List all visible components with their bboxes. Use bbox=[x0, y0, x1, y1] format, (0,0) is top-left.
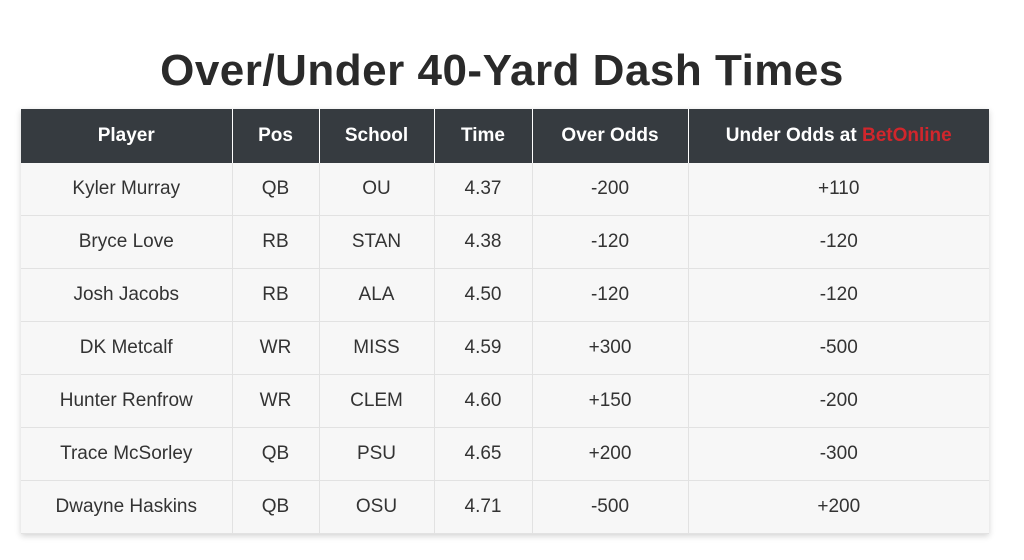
betonline-link[interactable]: BetOnline bbox=[861, 125, 952, 146]
cell-under-odds: -120 bbox=[688, 215, 989, 269]
cell-over-odds: -500 bbox=[532, 480, 689, 534]
cell-under-odds: -120 bbox=[688, 268, 989, 322]
cell-school: CLEM bbox=[319, 374, 435, 428]
table-row: Kyler Murray QB OU 4.37 -200 +110 bbox=[21, 163, 989, 216]
header-time: Time bbox=[434, 109, 533, 163]
header-over-odds: Over Odds bbox=[532, 109, 689, 163]
cell-pos: QB bbox=[232, 163, 320, 216]
cell-over-odds: +150 bbox=[532, 374, 689, 428]
cell-over-odds: -120 bbox=[532, 215, 689, 269]
cell-school: STAN bbox=[319, 215, 435, 269]
header-player: Player bbox=[21, 109, 233, 163]
cell-player: Josh Jacobs bbox=[21, 268, 233, 322]
cell-time: 4.50 bbox=[434, 268, 533, 322]
cell-player: DK Metcalf bbox=[21, 321, 233, 375]
cell-school: PSU bbox=[319, 427, 435, 481]
table-row: Hunter Renfrow WR CLEM 4.60 +150 -200 bbox=[21, 374, 989, 428]
cell-player: Trace McSorley bbox=[21, 427, 233, 481]
cell-under-odds: -300 bbox=[688, 427, 989, 481]
cell-time: 4.37 bbox=[434, 163, 533, 216]
cell-school: MISS bbox=[319, 321, 435, 375]
cell-pos: QB bbox=[232, 480, 320, 534]
header-under-odds-prefix: Under Odds at bbox=[725, 125, 862, 146]
header-under-odds: Under Odds at BetOnline bbox=[688, 109, 989, 163]
cell-pos: RB bbox=[232, 215, 320, 269]
table-row: Trace McSorley QB PSU 4.65 +200 -300 bbox=[21, 427, 989, 481]
table-body: Kyler Murray QB OU 4.37 -200 +110 Bryce … bbox=[21, 163, 989, 534]
cell-pos: RB bbox=[232, 268, 320, 322]
odds-table-container: Player Pos School Time Over Odds Under O… bbox=[21, 109, 989, 534]
cell-pos: QB bbox=[232, 427, 320, 481]
cell-over-odds: +200 bbox=[532, 427, 689, 481]
table-row: Dwayne Haskins QB OSU 4.71 -500 +200 bbox=[21, 480, 989, 534]
table-row: Josh Jacobs RB ALA 4.50 -120 -120 bbox=[21, 268, 989, 322]
cell-under-odds: -500 bbox=[688, 321, 989, 375]
cell-under-odds: -200 bbox=[688, 374, 989, 428]
cell-time: 4.59 bbox=[434, 321, 533, 375]
cell-over-odds: +300 bbox=[532, 321, 689, 375]
table-header: Player Pos School Time Over Odds Under O… bbox=[21, 109, 989, 163]
header-row: Player Pos School Time Over Odds Under O… bbox=[21, 109, 989, 163]
cell-under-odds: +200 bbox=[688, 480, 989, 534]
cell-school: ALA bbox=[319, 268, 435, 322]
header-school: School bbox=[319, 109, 435, 163]
table-row: DK Metcalf WR MISS 4.59 +300 -500 bbox=[21, 321, 989, 375]
cell-player: Kyler Murray bbox=[21, 163, 233, 216]
cell-over-odds: -200 bbox=[532, 163, 689, 216]
cell-player: Hunter Renfrow bbox=[21, 374, 233, 428]
table-row: Bryce Love RB STAN 4.38 -120 -120 bbox=[21, 215, 989, 269]
page-title: Over/Under 40-Yard Dash Times bbox=[160, 46, 844, 96]
cell-player: Dwayne Haskins bbox=[21, 480, 233, 534]
cell-time: 4.38 bbox=[434, 215, 533, 269]
cell-pos: WR bbox=[232, 321, 320, 375]
cell-player: Bryce Love bbox=[21, 215, 233, 269]
cell-pos: WR bbox=[232, 374, 320, 428]
cell-school: OSU bbox=[319, 480, 435, 534]
cell-under-odds: +110 bbox=[688, 163, 989, 216]
header-pos: Pos bbox=[232, 109, 320, 163]
cell-school: OU bbox=[319, 163, 435, 216]
cell-time: 4.65 bbox=[434, 427, 533, 481]
odds-table: Player Pos School Time Over Odds Under O… bbox=[21, 109, 989, 534]
cell-time: 4.71 bbox=[434, 480, 533, 534]
cell-over-odds: -120 bbox=[532, 268, 689, 322]
cell-time: 4.60 bbox=[434, 374, 533, 428]
